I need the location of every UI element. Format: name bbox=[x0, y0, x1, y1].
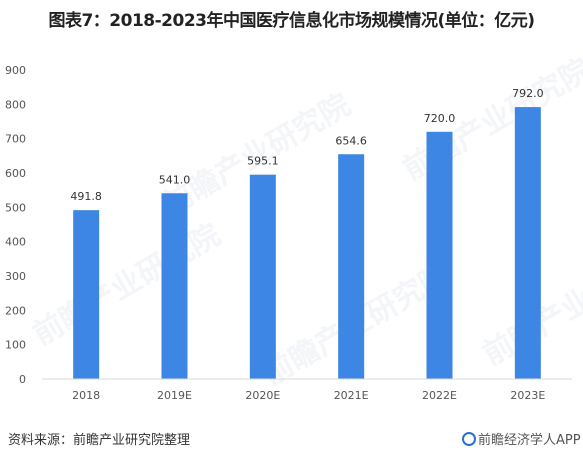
bar-2022E bbox=[426, 131, 453, 379]
bars bbox=[73, 107, 541, 379]
y-tick-label: 500 bbox=[5, 201, 26, 214]
y-tick-label: 0 bbox=[19, 373, 26, 386]
y-tick-label: 100 bbox=[5, 339, 26, 352]
x-tick-label: 2019E bbox=[157, 389, 192, 402]
x-tick-label: 2020E bbox=[245, 389, 280, 402]
y-axis: 0 100 200 300 400 500 600 700 800 900 bbox=[5, 64, 26, 386]
value-label: 541.0 bbox=[159, 173, 191, 186]
y-tick-label: 600 bbox=[5, 167, 26, 180]
value-label: 654.6 bbox=[335, 134, 367, 147]
x-axis: 2018 2019E 2020E 2021E 2022E 2023E bbox=[42, 378, 572, 402]
bar-2023E bbox=[514, 107, 541, 379]
x-tick-label: 2022E bbox=[422, 389, 457, 402]
bar-chart: 0 100 200 300 400 500 600 700 800 900 491.8 541.0 5… bbox=[5, 64, 572, 402]
y-tick-label: 300 bbox=[5, 270, 26, 283]
value-label: 595.1 bbox=[247, 155, 279, 168]
y-tick-label: 200 bbox=[5, 304, 26, 317]
bar-2021E bbox=[338, 154, 365, 379]
chart-title: 图表7：2018-2023年中国医疗信息化市场规模情况(单位：亿元) bbox=[48, 11, 535, 31]
bar-2020E bbox=[249, 174, 276, 379]
value-label: 720.0 bbox=[424, 112, 456, 125]
y-tick-label: 400 bbox=[5, 236, 26, 249]
x-tick-label: 2018 bbox=[72, 389, 100, 402]
brand-text: 前瞻经济学人APP bbox=[478, 433, 581, 448]
source-note: 资料来源：前瞻产业研究院整理 bbox=[8, 433, 191, 448]
bar-2019E bbox=[161, 193, 188, 379]
value-label: 792.0 bbox=[512, 87, 544, 100]
x-tick-label: 2021E bbox=[334, 389, 369, 402]
y-tick-label: 900 bbox=[5, 64, 26, 77]
bar-2018 bbox=[73, 210, 100, 379]
y-tick-label: 800 bbox=[5, 98, 26, 111]
x-tick-label: 2023E bbox=[510, 389, 545, 402]
brand-label: 前瞻经济学人APP bbox=[462, 429, 581, 448]
value-labels: 491.8 541.0 595.1 654.6 720.0 792.0 bbox=[70, 87, 543, 203]
value-label: 491.8 bbox=[70, 190, 102, 203]
logo-icon bbox=[462, 432, 476, 446]
y-tick-label: 700 bbox=[5, 133, 26, 146]
